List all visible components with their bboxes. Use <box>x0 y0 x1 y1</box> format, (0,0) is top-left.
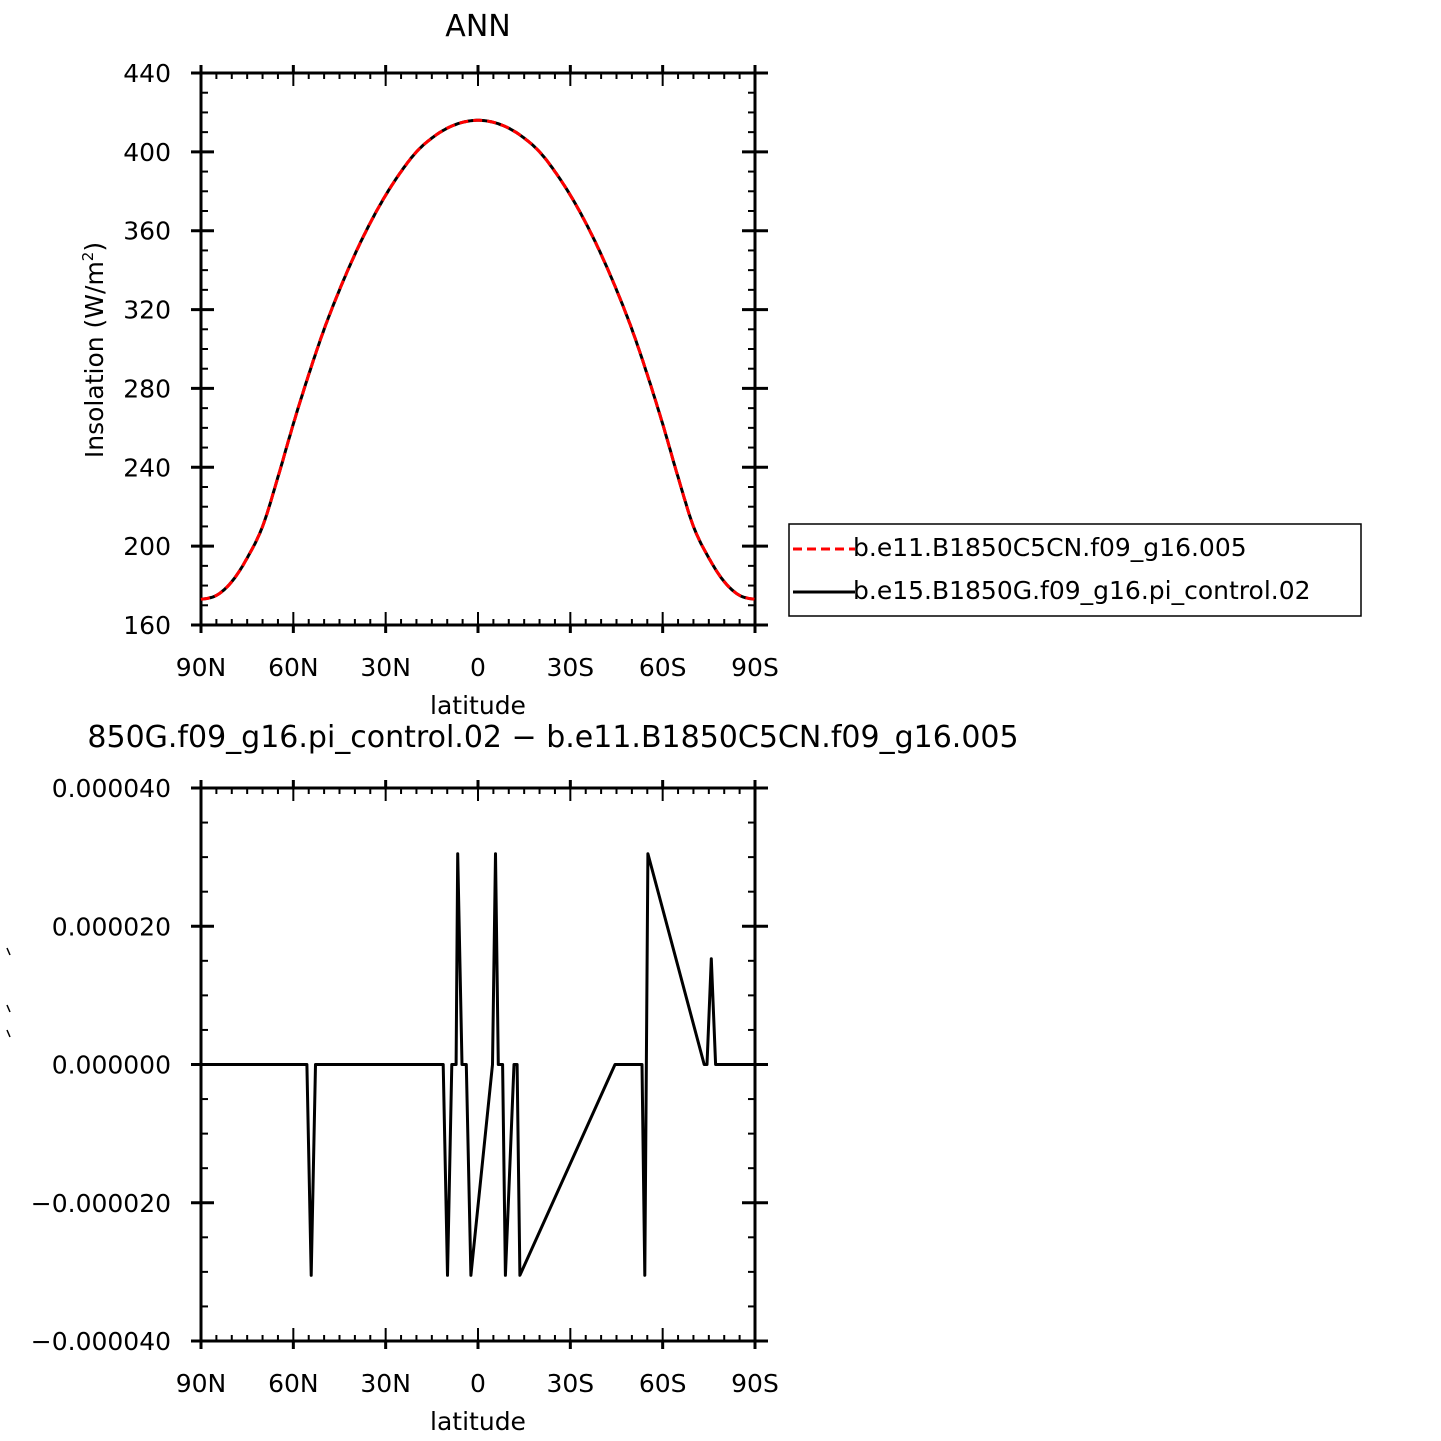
bottom-chart-series-1-line <box>201 852 755 1277</box>
y-axis-label-text: Insolation <box>80 336 109 458</box>
top-chart-x-tick-label: 30S <box>546 653 594 682</box>
bottom-chart-y-axis-label-fragment <box>6 947 11 1038</box>
bottom-chart-x-tick-label: 30N <box>360 1369 411 1398</box>
bottom-chart-x-tick-label: 60N <box>268 1369 319 1398</box>
plot-layer: 90N 60N 30N 0 30S 60S 90S 160 200 240 280 320 360 400… <box>31 59 779 1398</box>
top-chart-x-tick-label: 30N <box>360 653 411 682</box>
bottom-chart-x-tick-label: 90N <box>176 1369 227 1398</box>
top-chart-x-tick-label: 60N <box>268 653 319 682</box>
top-chart-y-tick-label: 200 <box>123 532 171 561</box>
legend-label-series-1: b.e11.B1850C5CN.f09_g16.005 <box>853 533 1247 562</box>
y-axis-label-units-close: ) <box>80 242 109 252</box>
top-chart-y-tick-label: 240 <box>123 453 171 482</box>
top-chart-y-tick-label: 320 <box>123 296 171 325</box>
bottom-chart-y-tick-label: 0.000020 <box>52 912 171 941</box>
top-chart-y-tick-label: 360 <box>123 217 171 246</box>
y-axis-label-units: (W/m <box>80 261 109 328</box>
legend-label-series-2: b.e15.B1850G.f09_g16.pi_control.02 <box>853 576 1311 605</box>
bottom-chart-y-tick-label: −0.000040 <box>31 1327 171 1356</box>
top-chart-y-tick-label: 280 <box>123 374 171 403</box>
top-chart-y-axis-label: Insolation (W/m2) <box>79 242 109 458</box>
bottom-chart-x-tick-label: 30S <box>546 1369 594 1398</box>
top-chart-title: ANN <box>445 9 510 44</box>
top-chart-x-tick-label: 90S <box>731 653 779 682</box>
top-chart-y-tick-label: 440 <box>123 59 171 88</box>
top-chart-legend: b.e11.B1850C5CN.f09_g16.005 b.e15.B1850G… <box>788 523 1362 617</box>
bottom-chart-x-tick-label: 60S <box>639 1369 687 1398</box>
top-chart-series-2-line <box>200 118 756 601</box>
top-chart-x-tick-label: 90N <box>176 653 227 682</box>
y-axis-label-units-sup: 2 <box>79 252 97 262</box>
bottom-chart-title: 850G.f09_g16.pi_control.02 − b.e11.B1850… <box>87 720 1018 755</box>
top-chart-series-1-line <box>200 118 756 601</box>
bottom-chart-y-tick-label: −0.000020 <box>31 1189 171 1218</box>
bottom-chart-y-tick-label: 0.000000 <box>52 1051 171 1080</box>
bottom-chart-x-axis-label: latitude <box>430 1407 526 1436</box>
legend-box <box>788 523 1362 617</box>
top-chart-y-tick-label: 160 <box>123 611 171 640</box>
top-chart-x-tick-label: 0 <box>470 653 486 682</box>
top-chart-x-axis-label: latitude <box>430 691 526 720</box>
top-chart-x-tick-label: 60S <box>639 653 687 682</box>
bottom-chart-y-tick-label: 0.000040 <box>52 774 171 803</box>
top-chart-frame <box>199 71 757 627</box>
bottom-chart-x-tick-label: 0 <box>470 1369 486 1398</box>
bottom-chart-x-tick-label: 90S <box>731 1369 779 1398</box>
top-chart-y-tick-label: 400 <box>123 138 171 167</box>
